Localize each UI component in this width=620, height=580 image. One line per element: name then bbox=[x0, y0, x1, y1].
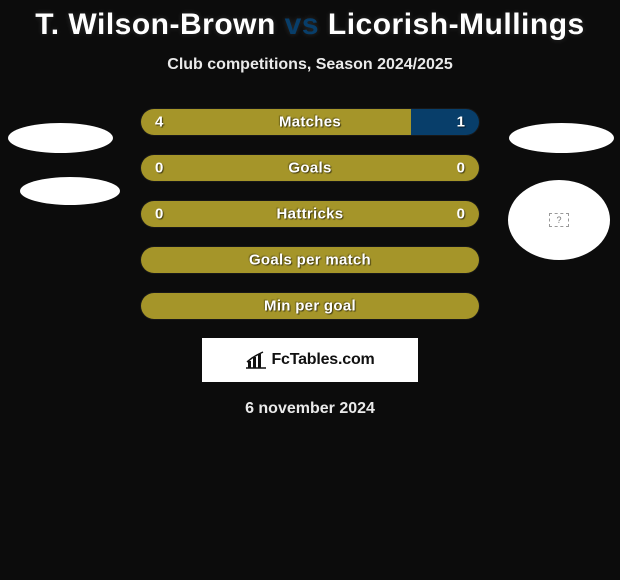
stat-bar-track: Matches4 1 bbox=[140, 108, 480, 136]
stat-value-left: 0 bbox=[155, 160, 163, 177]
site-logo: FcTables.com bbox=[202, 338, 418, 382]
stat-bar-label: Matches bbox=[141, 114, 479, 131]
stat-bar-label: Min per goal bbox=[141, 298, 479, 315]
stat-bar-label: Goals per match bbox=[141, 252, 479, 269]
title-player2: Licorish-Mullings bbox=[328, 8, 585, 41]
stat-value-right: 1 bbox=[457, 114, 465, 131]
page-title: T. Wilson-Brown vs Licorish-Mullings bbox=[0, 8, 620, 42]
player2-photo-placeholder bbox=[509, 123, 614, 153]
player1-photo-placeholder bbox=[8, 123, 113, 153]
stat-value-left: 0 bbox=[155, 206, 163, 223]
snapshot-date: 6 november 2024 bbox=[0, 400, 620, 418]
title-player1: T. Wilson-Brown bbox=[35, 8, 276, 41]
stat-bar-label: Hattricks bbox=[141, 206, 479, 223]
flag-icon: ? bbox=[549, 213, 569, 227]
stat-bar-track: Goals per match bbox=[140, 246, 480, 274]
player2-flag-badge: ? bbox=[508, 180, 610, 260]
stat-value-right: 0 bbox=[457, 160, 465, 177]
stat-bar-label: Goals bbox=[141, 160, 479, 177]
flag-placeholder-glyph: ? bbox=[556, 215, 561, 225]
player1-photo-placeholder-2 bbox=[20, 177, 120, 205]
subtitle: Club competitions, Season 2024/2025 bbox=[0, 56, 620, 74]
stat-row: Min per goal bbox=[0, 292, 620, 320]
stat-bar-track: Hattricks0 0 bbox=[140, 200, 480, 228]
bars-chart-icon bbox=[245, 351, 267, 369]
stat-bar-track: Goals0 0 bbox=[140, 154, 480, 182]
logo-text: FcTables.com bbox=[271, 351, 374, 369]
stat-value-right: 0 bbox=[457, 206, 465, 223]
stat-bar-track: Min per goal bbox=[140, 292, 480, 320]
stat-value-left: 4 bbox=[155, 114, 163, 131]
title-vs: vs bbox=[285, 8, 319, 41]
